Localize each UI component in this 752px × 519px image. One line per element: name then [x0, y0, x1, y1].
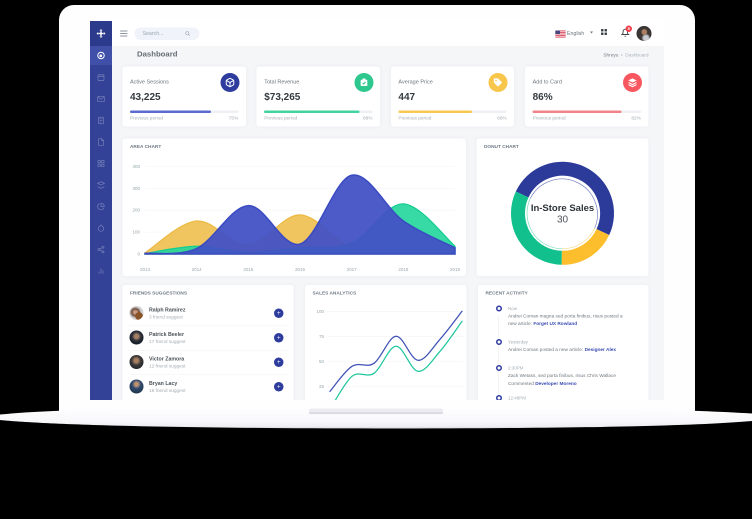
svg-text:0: 0	[137, 252, 140, 257]
svg-text:2016: 2016	[295, 267, 306, 272]
svg-text:25: 25	[319, 384, 325, 389]
svg-text:2015: 2015	[243, 267, 254, 272]
svg-text:100: 100	[132, 230, 140, 235]
svg-text:200: 200	[132, 208, 140, 213]
svg-text:300: 300	[132, 186, 140, 191]
svg-text:2019: 2019	[450, 267, 461, 272]
svg-text:2014: 2014	[192, 267, 203, 272]
svg-text:100: 100	[316, 309, 324, 314]
svg-text:400: 400	[132, 164, 140, 169]
svg-text:75: 75	[319, 334, 325, 339]
svg-text:2013: 2013	[140, 267, 151, 272]
svg-text:2018: 2018	[398, 267, 409, 272]
svg-text:50: 50	[319, 359, 325, 364]
svg-text:2017: 2017	[347, 267, 358, 272]
